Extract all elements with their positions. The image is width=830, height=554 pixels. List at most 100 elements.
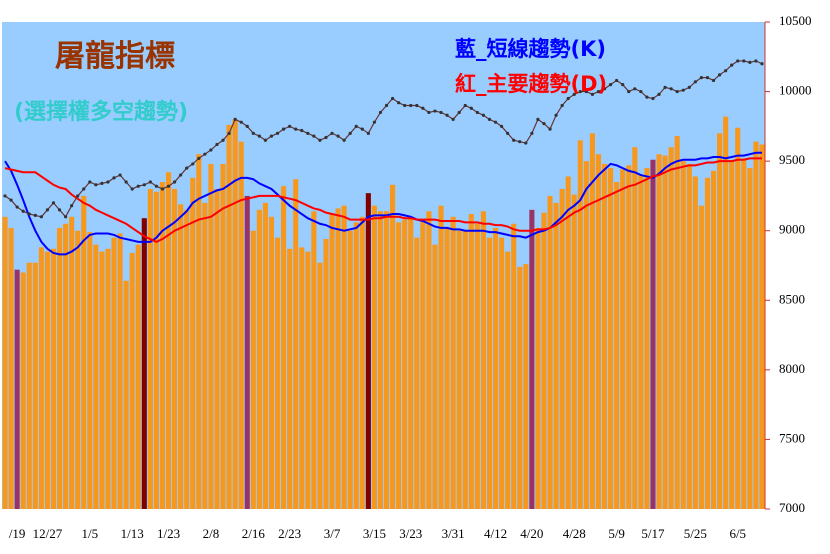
marker xyxy=(318,138,322,142)
y-tick-label: 10500 xyxy=(779,13,812,28)
bar xyxy=(287,248,293,509)
marker xyxy=(15,205,19,209)
marker xyxy=(330,131,334,135)
bar xyxy=(147,188,153,509)
bar xyxy=(426,211,432,509)
marker xyxy=(742,59,746,63)
bar xyxy=(674,136,680,509)
marker xyxy=(94,183,98,187)
marker xyxy=(621,83,625,87)
bar xyxy=(444,227,450,509)
marker xyxy=(112,176,116,180)
marker xyxy=(754,59,758,63)
marker xyxy=(439,110,443,115)
marker xyxy=(699,76,704,80)
legend-entry: 藍_短線趨勢(K) xyxy=(455,37,606,61)
marker xyxy=(403,103,407,108)
bar xyxy=(256,209,262,510)
marker xyxy=(627,89,631,94)
marker xyxy=(82,187,86,191)
marker xyxy=(172,180,177,184)
bar xyxy=(595,154,602,509)
marker xyxy=(572,92,576,96)
bar xyxy=(492,227,499,509)
bar xyxy=(38,247,44,509)
bar xyxy=(202,202,208,509)
bar xyxy=(753,141,759,510)
marker xyxy=(445,113,449,117)
bar xyxy=(541,212,547,509)
bar xyxy=(577,140,583,509)
marker xyxy=(324,135,328,140)
marker xyxy=(578,89,582,94)
bar xyxy=(311,211,317,509)
legend-entry: 紅_主要趨勢(D) xyxy=(455,72,607,96)
marker xyxy=(512,138,516,142)
marker xyxy=(166,184,171,188)
bar xyxy=(408,216,414,510)
marker xyxy=(536,117,540,121)
y-tick-label: 7500 xyxy=(779,430,805,445)
x-tick-label: 5/9 xyxy=(608,526,625,541)
marker xyxy=(554,113,558,117)
marker xyxy=(106,180,110,184)
marker xyxy=(118,173,122,177)
bar xyxy=(565,176,571,509)
bar xyxy=(8,227,14,509)
marker xyxy=(275,131,280,135)
bar xyxy=(63,223,69,509)
marker xyxy=(342,138,346,142)
bar xyxy=(20,272,26,509)
marker xyxy=(602,87,607,91)
marker xyxy=(372,120,377,124)
y-tick-label: 8500 xyxy=(779,291,805,306)
bar xyxy=(559,188,565,509)
marker xyxy=(130,187,134,191)
marker xyxy=(669,87,673,91)
marker xyxy=(518,140,522,144)
bar xyxy=(244,195,250,509)
bar xyxy=(196,154,202,509)
bar xyxy=(293,179,299,509)
bar xyxy=(523,264,529,509)
marker xyxy=(39,215,43,219)
marker xyxy=(524,141,528,145)
marker xyxy=(239,120,243,124)
y-tick-label: 8000 xyxy=(779,361,805,376)
marker xyxy=(645,95,649,99)
marker xyxy=(378,110,383,115)
x-tick-label: 3/23 xyxy=(399,526,422,541)
marker xyxy=(366,131,370,135)
marker xyxy=(245,124,249,128)
y-tick-label: 9500 xyxy=(779,152,805,167)
bar xyxy=(117,233,123,510)
marker xyxy=(584,89,588,94)
bar xyxy=(450,216,456,510)
marker xyxy=(209,148,213,152)
bar xyxy=(486,237,493,509)
bar xyxy=(432,244,438,509)
marker xyxy=(57,208,62,212)
marker xyxy=(142,183,146,187)
marker xyxy=(300,128,304,133)
bar xyxy=(190,177,196,509)
y-tick-label: 7000 xyxy=(779,500,805,515)
bar xyxy=(517,266,523,509)
marker xyxy=(384,103,389,108)
marker xyxy=(487,117,492,121)
bar xyxy=(638,175,644,510)
bar xyxy=(299,247,305,509)
y-tick-label: 9000 xyxy=(779,222,805,237)
marker xyxy=(336,134,340,138)
bar xyxy=(608,168,614,509)
bar xyxy=(704,177,711,509)
marker xyxy=(463,103,467,108)
marker xyxy=(348,131,352,135)
bar xyxy=(159,182,166,509)
x-tick-label: /19 xyxy=(9,526,26,541)
bar xyxy=(129,252,135,509)
bar xyxy=(571,194,577,509)
x-tick-label: 4/28 xyxy=(563,526,586,541)
bar xyxy=(614,182,620,509)
